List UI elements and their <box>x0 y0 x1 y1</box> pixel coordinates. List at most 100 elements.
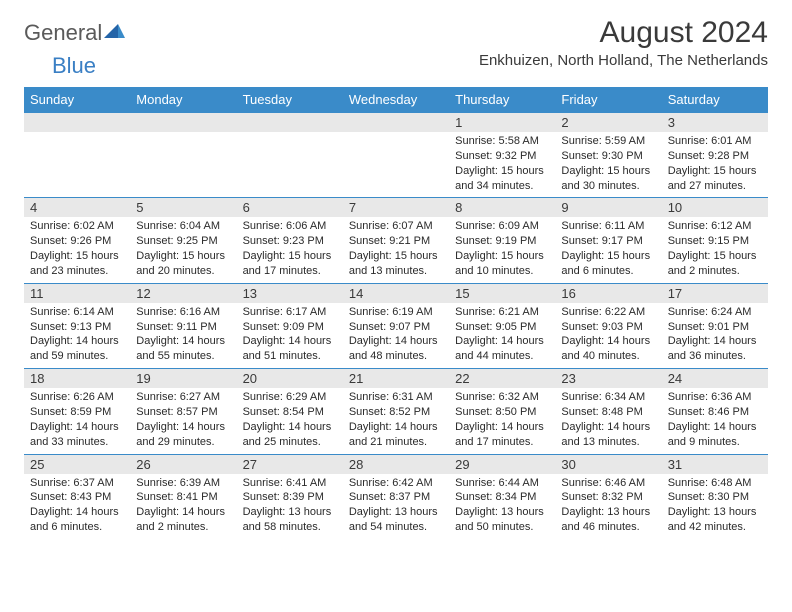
day-number-row: 45678910 <box>24 198 768 218</box>
sunset-line: Sunset: 8:37 PM <box>349 490 443 505</box>
day-number-cell: 13 <box>237 283 343 303</box>
day-number-cell: 2 <box>555 113 661 133</box>
day-number-cell: 11 <box>24 283 130 303</box>
sunrise-line: Sunrise: 6:36 AM <box>668 390 762 405</box>
day-header: Friday <box>555 87 661 113</box>
daylight-line: Daylight: 14 hours and 36 minutes. <box>668 334 762 364</box>
day-info-cell <box>130 132 236 198</box>
sunrise-line: Sunrise: 6:44 AM <box>455 476 549 491</box>
day-number-cell: 28 <box>343 454 449 474</box>
day-info-cell: Sunrise: 6:11 AMSunset: 9:17 PMDaylight:… <box>555 217 661 283</box>
sunrise-line: Sunrise: 6:39 AM <box>136 476 230 491</box>
daylight-line: Daylight: 15 hours and 34 minutes. <box>455 164 549 194</box>
day-number-cell <box>130 113 236 133</box>
day-info-cell: Sunrise: 6:26 AMSunset: 8:59 PMDaylight:… <box>24 388 130 454</box>
day-number-cell: 7 <box>343 198 449 218</box>
sunset-line: Sunset: 9:15 PM <box>668 234 762 249</box>
day-info-cell: Sunrise: 6:19 AMSunset: 9:07 PMDaylight:… <box>343 303 449 369</box>
sunset-line: Sunset: 9:32 PM <box>455 149 549 164</box>
daylight-line: Daylight: 15 hours and 10 minutes. <box>455 249 549 279</box>
day-number-cell: 12 <box>130 283 236 303</box>
sunrise-line: Sunrise: 6:26 AM <box>30 390 124 405</box>
sunrise-line: Sunrise: 6:27 AM <box>136 390 230 405</box>
day-info-cell: Sunrise: 6:02 AMSunset: 9:26 PMDaylight:… <box>24 217 130 283</box>
day-info-cell: Sunrise: 6:12 AMSunset: 9:15 PMDaylight:… <box>662 217 768 283</box>
day-number-cell: 1 <box>449 113 555 133</box>
sunrise-line: Sunrise: 6:02 AM <box>30 219 124 234</box>
daylight-line: Daylight: 15 hours and 30 minutes. <box>561 164 655 194</box>
sunset-line: Sunset: 9:09 PM <box>243 320 337 335</box>
daylight-line: Daylight: 14 hours and 33 minutes. <box>30 420 124 450</box>
day-info-cell: Sunrise: 6:27 AMSunset: 8:57 PMDaylight:… <box>130 388 236 454</box>
day-number-cell: 16 <box>555 283 661 303</box>
day-info-row: Sunrise: 6:37 AMSunset: 8:43 PMDaylight:… <box>24 474 768 539</box>
day-info-cell: Sunrise: 6:39 AMSunset: 8:41 PMDaylight:… <box>130 474 236 539</box>
day-number-cell: 8 <box>449 198 555 218</box>
sunset-line: Sunset: 9:07 PM <box>349 320 443 335</box>
day-number-cell: 17 <box>662 283 768 303</box>
sunrise-line: Sunrise: 5:58 AM <box>455 134 549 149</box>
sunset-line: Sunset: 8:52 PM <box>349 405 443 420</box>
sunset-line: Sunset: 9:23 PM <box>243 234 337 249</box>
sunrise-line: Sunrise: 6:34 AM <box>561 390 655 405</box>
daylight-line: Daylight: 14 hours and 13 minutes. <box>561 420 655 450</box>
sunrise-line: Sunrise: 6:17 AM <box>243 305 337 320</box>
daylight-line: Daylight: 13 hours and 42 minutes. <box>668 505 762 535</box>
day-number-cell: 3 <box>662 113 768 133</box>
day-number-cell: 15 <box>449 283 555 303</box>
sunset-line: Sunset: 8:34 PM <box>455 490 549 505</box>
day-header: Wednesday <box>343 87 449 113</box>
daylight-line: Daylight: 14 hours and 2 minutes. <box>136 505 230 535</box>
day-number-cell: 26 <box>130 454 236 474</box>
day-number-cell: 25 <box>24 454 130 474</box>
day-info-row: Sunrise: 6:02 AMSunset: 9:26 PMDaylight:… <box>24 217 768 283</box>
day-number-cell: 30 <box>555 454 661 474</box>
daylight-line: Daylight: 14 hours and 29 minutes. <box>136 420 230 450</box>
day-number-cell: 20 <box>237 369 343 389</box>
sunrise-line: Sunrise: 6:04 AM <box>136 219 230 234</box>
day-number-cell: 5 <box>130 198 236 218</box>
day-number-cell: 23 <box>555 369 661 389</box>
daylight-line: Daylight: 15 hours and 27 minutes. <box>668 164 762 194</box>
sunrise-line: Sunrise: 5:59 AM <box>561 134 655 149</box>
logo: General <box>24 20 128 46</box>
day-info-cell: Sunrise: 6:37 AMSunset: 8:43 PMDaylight:… <box>24 474 130 539</box>
day-info-cell: Sunrise: 6:42 AMSunset: 8:37 PMDaylight:… <box>343 474 449 539</box>
day-info-cell <box>24 132 130 198</box>
day-info-cell: Sunrise: 6:22 AMSunset: 9:03 PMDaylight:… <box>555 303 661 369</box>
sunrise-line: Sunrise: 6:29 AM <box>243 390 337 405</box>
sunrise-line: Sunrise: 6:46 AM <box>561 476 655 491</box>
sunset-line: Sunset: 9:11 PM <box>136 320 230 335</box>
daylight-line: Daylight: 15 hours and 6 minutes. <box>561 249 655 279</box>
daylight-line: Daylight: 15 hours and 23 minutes. <box>30 249 124 279</box>
sunrise-line: Sunrise: 6:19 AM <box>349 305 443 320</box>
day-number-row: 18192021222324 <box>24 369 768 389</box>
sunset-line: Sunset: 8:32 PM <box>561 490 655 505</box>
day-info-cell: Sunrise: 6:31 AMSunset: 8:52 PMDaylight:… <box>343 388 449 454</box>
day-number-row: 25262728293031 <box>24 454 768 474</box>
day-number-cell <box>24 113 130 133</box>
sunset-line: Sunset: 9:03 PM <box>561 320 655 335</box>
daylight-line: Daylight: 14 hours and 6 minutes. <box>30 505 124 535</box>
sunset-line: Sunset: 9:30 PM <box>561 149 655 164</box>
daylight-line: Daylight: 15 hours and 17 minutes. <box>243 249 337 279</box>
sunrise-line: Sunrise: 6:41 AM <box>243 476 337 491</box>
day-of-week-row: SundayMondayTuesdayWednesdayThursdayFrid… <box>24 87 768 113</box>
day-number-cell <box>237 113 343 133</box>
sunset-line: Sunset: 9:17 PM <box>561 234 655 249</box>
day-number-cell <box>343 113 449 133</box>
day-number-cell: 4 <box>24 198 130 218</box>
day-number-row: 123 <box>24 113 768 133</box>
day-info-cell: Sunrise: 6:36 AMSunset: 8:46 PMDaylight:… <box>662 388 768 454</box>
sunrise-line: Sunrise: 6:06 AM <box>243 219 337 234</box>
daylight-line: Daylight: 14 hours and 17 minutes. <box>455 420 549 450</box>
sunset-line: Sunset: 8:39 PM <box>243 490 337 505</box>
day-header: Sunday <box>24 87 130 113</box>
sunrise-line: Sunrise: 6:24 AM <box>668 305 762 320</box>
day-info-cell: Sunrise: 6:21 AMSunset: 9:05 PMDaylight:… <box>449 303 555 369</box>
day-info-cell: Sunrise: 6:07 AMSunset: 9:21 PMDaylight:… <box>343 217 449 283</box>
sunset-line: Sunset: 9:21 PM <box>349 234 443 249</box>
sunset-line: Sunset: 8:30 PM <box>668 490 762 505</box>
day-info-cell: Sunrise: 5:58 AMSunset: 9:32 PMDaylight:… <box>449 132 555 198</box>
sunset-line: Sunset: 8:41 PM <box>136 490 230 505</box>
